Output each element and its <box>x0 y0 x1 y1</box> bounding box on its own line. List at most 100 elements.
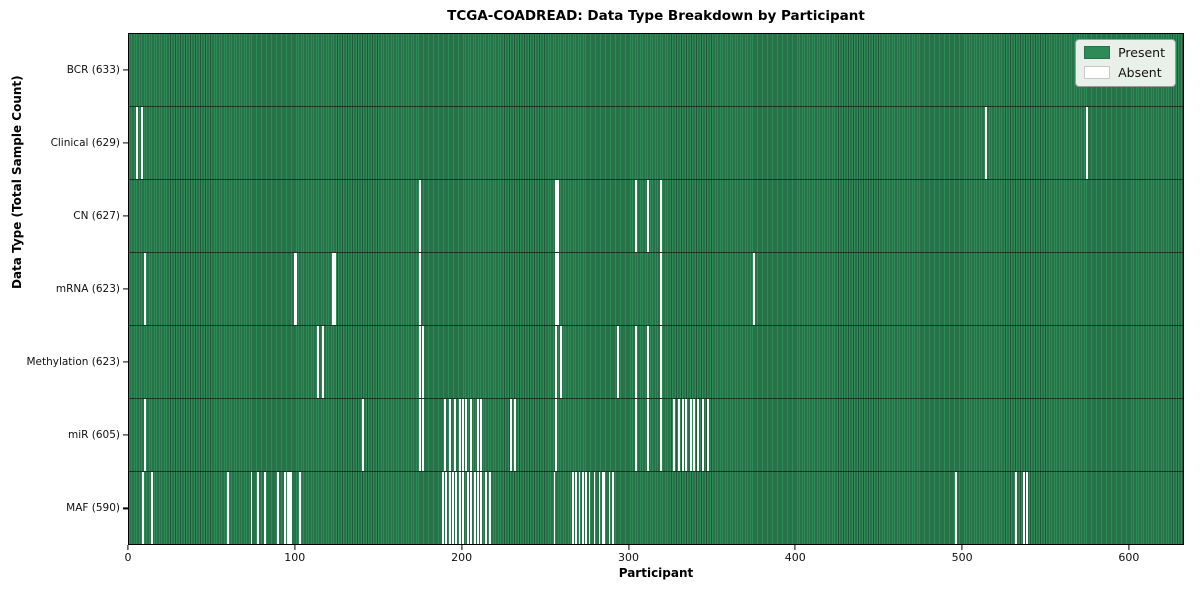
x-tick-label-600: 600 <box>1118 551 1140 564</box>
absent-stripe <box>287 472 290 544</box>
absent-stripe <box>227 472 230 544</box>
absent-stripe <box>448 399 451 471</box>
y-tick-mark <box>123 361 128 363</box>
absent-stripe <box>556 253 559 325</box>
absent-stripe <box>673 399 676 471</box>
present-swatch-icon <box>1084 46 1111 59</box>
legend-label-present: Present <box>1118 45 1165 60</box>
absent-stripe <box>453 399 456 471</box>
absent-stripe <box>480 399 483 471</box>
absent-stripe <box>1026 472 1029 544</box>
absent-stripe <box>418 326 421 398</box>
y-tick-mark <box>123 142 128 144</box>
absent-stripe <box>593 472 596 544</box>
heatmap-row-maf <box>129 472 1183 544</box>
y-tick-label-methylation: Methylation (623) <box>26 356 120 369</box>
heatmap-row-cn <box>129 180 1183 253</box>
x-tick-mark <box>1128 545 1130 550</box>
absent-stripe <box>480 472 483 544</box>
x-tick-label-100: 100 <box>284 551 306 564</box>
absent-stripe <box>553 472 556 544</box>
y-tick-label-cn: CN (627) <box>73 209 120 222</box>
absent-stripe <box>753 253 756 325</box>
absent-stripe <box>462 472 464 544</box>
absent-swatch-icon <box>1084 66 1111 79</box>
absent-stripe <box>1023 472 1026 544</box>
absent-stripe <box>458 472 461 544</box>
x-tick-mark <box>961 545 963 550</box>
absent-stripe <box>277 472 280 544</box>
absent-stripe <box>143 253 146 325</box>
heatmap-row-methylation <box>129 326 1183 399</box>
absent-stripe <box>646 180 649 252</box>
absent-stripe <box>660 253 663 325</box>
absent-stripe <box>317 326 320 398</box>
absent-stripe <box>257 472 260 544</box>
y-tick-label-maf: MAF (590) <box>66 502 120 515</box>
absent-stripe <box>608 472 611 544</box>
absent-stripe <box>263 472 266 544</box>
absent-stripe <box>452 472 454 544</box>
absent-stripe <box>581 472 584 544</box>
absent-stripe <box>1086 107 1089 179</box>
y-tick-label-mrna: mRNA (623) <box>55 283 120 295</box>
absent-stripe <box>362 399 364 471</box>
absent-stripe <box>298 472 301 544</box>
absent-stripe <box>601 472 604 544</box>
absent-stripe <box>477 399 479 471</box>
absent-stripe <box>293 253 296 325</box>
heatmap-row-mrna <box>129 253 1183 326</box>
absent-stripe <box>142 472 145 544</box>
heatmap-rows <box>129 34 1183 544</box>
absent-stripe <box>442 472 444 544</box>
absent-stripe <box>510 399 513 471</box>
absent-stripe <box>555 180 558 252</box>
y-tick-mark <box>123 434 128 436</box>
absent-stripe <box>585 472 588 544</box>
x-tick-mark <box>794 545 796 550</box>
x-tick-label-200: 200 <box>451 551 473 564</box>
x-tick-mark <box>627 545 630 550</box>
plot-area: Present Absent <box>128 33 1184 545</box>
absent-stripe <box>295 253 298 325</box>
absent-stripe <box>575 472 578 544</box>
absent-stripe <box>290 472 293 544</box>
absent-stripe <box>646 399 649 471</box>
absent-stripe <box>465 399 468 471</box>
y-tick-label-mir: miR (605) <box>67 429 120 442</box>
absent-stripe <box>660 180 663 252</box>
x-tick-label-500: 500 <box>951 551 973 564</box>
x-axis-label: Participant <box>618 566 694 580</box>
absent-stripe <box>485 472 488 544</box>
absent-stripe <box>598 472 601 544</box>
x-tick-label-300: 300 <box>618 551 639 564</box>
absent-stripe <box>288 472 291 544</box>
absent-stripe <box>418 180 421 252</box>
absent-stripe <box>477 472 479 544</box>
absent-stripe <box>555 253 558 325</box>
absent-stripe <box>513 399 516 471</box>
absent-stripe <box>660 399 663 471</box>
absent-stripe <box>685 399 688 471</box>
x-tick-label-0: 0 <box>124 551 132 564</box>
absent-stripe <box>143 399 146 471</box>
absent-stripe <box>603 472 606 544</box>
legend: Present Absent <box>1075 39 1176 87</box>
chart-title: TCGA-COADREAD: Data Type Breakdown by Pa… <box>447 8 865 24</box>
absent-stripe <box>555 326 558 398</box>
absent-stripe <box>560 326 563 398</box>
absent-stripe <box>135 107 138 179</box>
absent-stripe <box>250 472 253 544</box>
absent-stripe <box>616 326 619 398</box>
absent-stripe <box>150 472 153 544</box>
absent-stripe <box>443 399 446 471</box>
y-tick-label-bcr: BCR (633) <box>66 63 120 76</box>
absent-stripe <box>984 107 987 179</box>
y-tick-mark <box>123 288 128 290</box>
absent-stripe <box>690 399 693 471</box>
absent-stripe <box>635 326 638 398</box>
absent-stripe <box>696 399 699 471</box>
absent-stripe <box>588 472 591 544</box>
heatmap-row-bcr <box>129 34 1183 107</box>
